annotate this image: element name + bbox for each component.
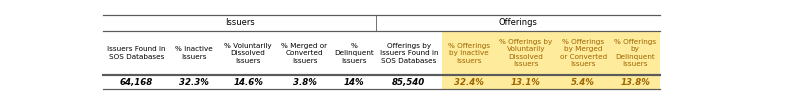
Bar — [556, 75, 610, 89]
Text: % Inactive
Issuers: % Inactive Issuers — [176, 46, 213, 60]
Bar — [556, 31, 610, 75]
Bar — [442, 75, 496, 89]
Text: 32.4%: 32.4% — [453, 78, 483, 87]
Text: 64,168: 64,168 — [120, 78, 153, 87]
Text: Offerings by
Issuers Found in
SOS Databases: Offerings by Issuers Found in SOS Databa… — [379, 43, 438, 64]
Text: % Voluntarily
Dissolved
Issuers: % Voluntarily Dissolved Issuers — [224, 43, 272, 64]
Text: 5.4%: 5.4% — [571, 78, 595, 87]
Bar — [610, 31, 660, 75]
Text: 14.6%: 14.6% — [233, 78, 263, 87]
Text: % Offerings
by Merged
or Converted
Issuers: % Offerings by Merged or Converted Issue… — [560, 39, 607, 67]
Text: 3.8%: 3.8% — [293, 78, 316, 87]
Text: % Offerings
by Inactive
Issuers: % Offerings by Inactive Issuers — [448, 43, 490, 64]
Text: Issuers: Issuers — [225, 18, 254, 27]
Bar — [442, 31, 496, 75]
Bar — [496, 31, 556, 75]
Text: Issuers Found in
SOS Databases: Issuers Found in SOS Databases — [107, 46, 165, 60]
Text: 85,540: 85,540 — [392, 78, 426, 87]
Bar — [610, 75, 660, 89]
Text: %
Delinquent
Issuers: % Delinquent Issuers — [334, 43, 374, 64]
Text: % Offerings
by
Delinquent
Issuers: % Offerings by Delinquent Issuers — [614, 39, 656, 67]
Text: 13.1%: 13.1% — [511, 78, 541, 87]
Text: 32.3%: 32.3% — [179, 78, 209, 87]
Bar — [496, 75, 556, 89]
Text: Offerings: Offerings — [499, 18, 538, 27]
Text: 14%: 14% — [344, 78, 364, 87]
Text: 13.8%: 13.8% — [620, 78, 650, 87]
Text: % Merged or
Converted
Issuers: % Merged or Converted Issuers — [282, 43, 327, 64]
Text: % Offerings by
Voluntarily
Dissolved
Issuers: % Offerings by Voluntarily Dissolved Iss… — [499, 39, 552, 67]
